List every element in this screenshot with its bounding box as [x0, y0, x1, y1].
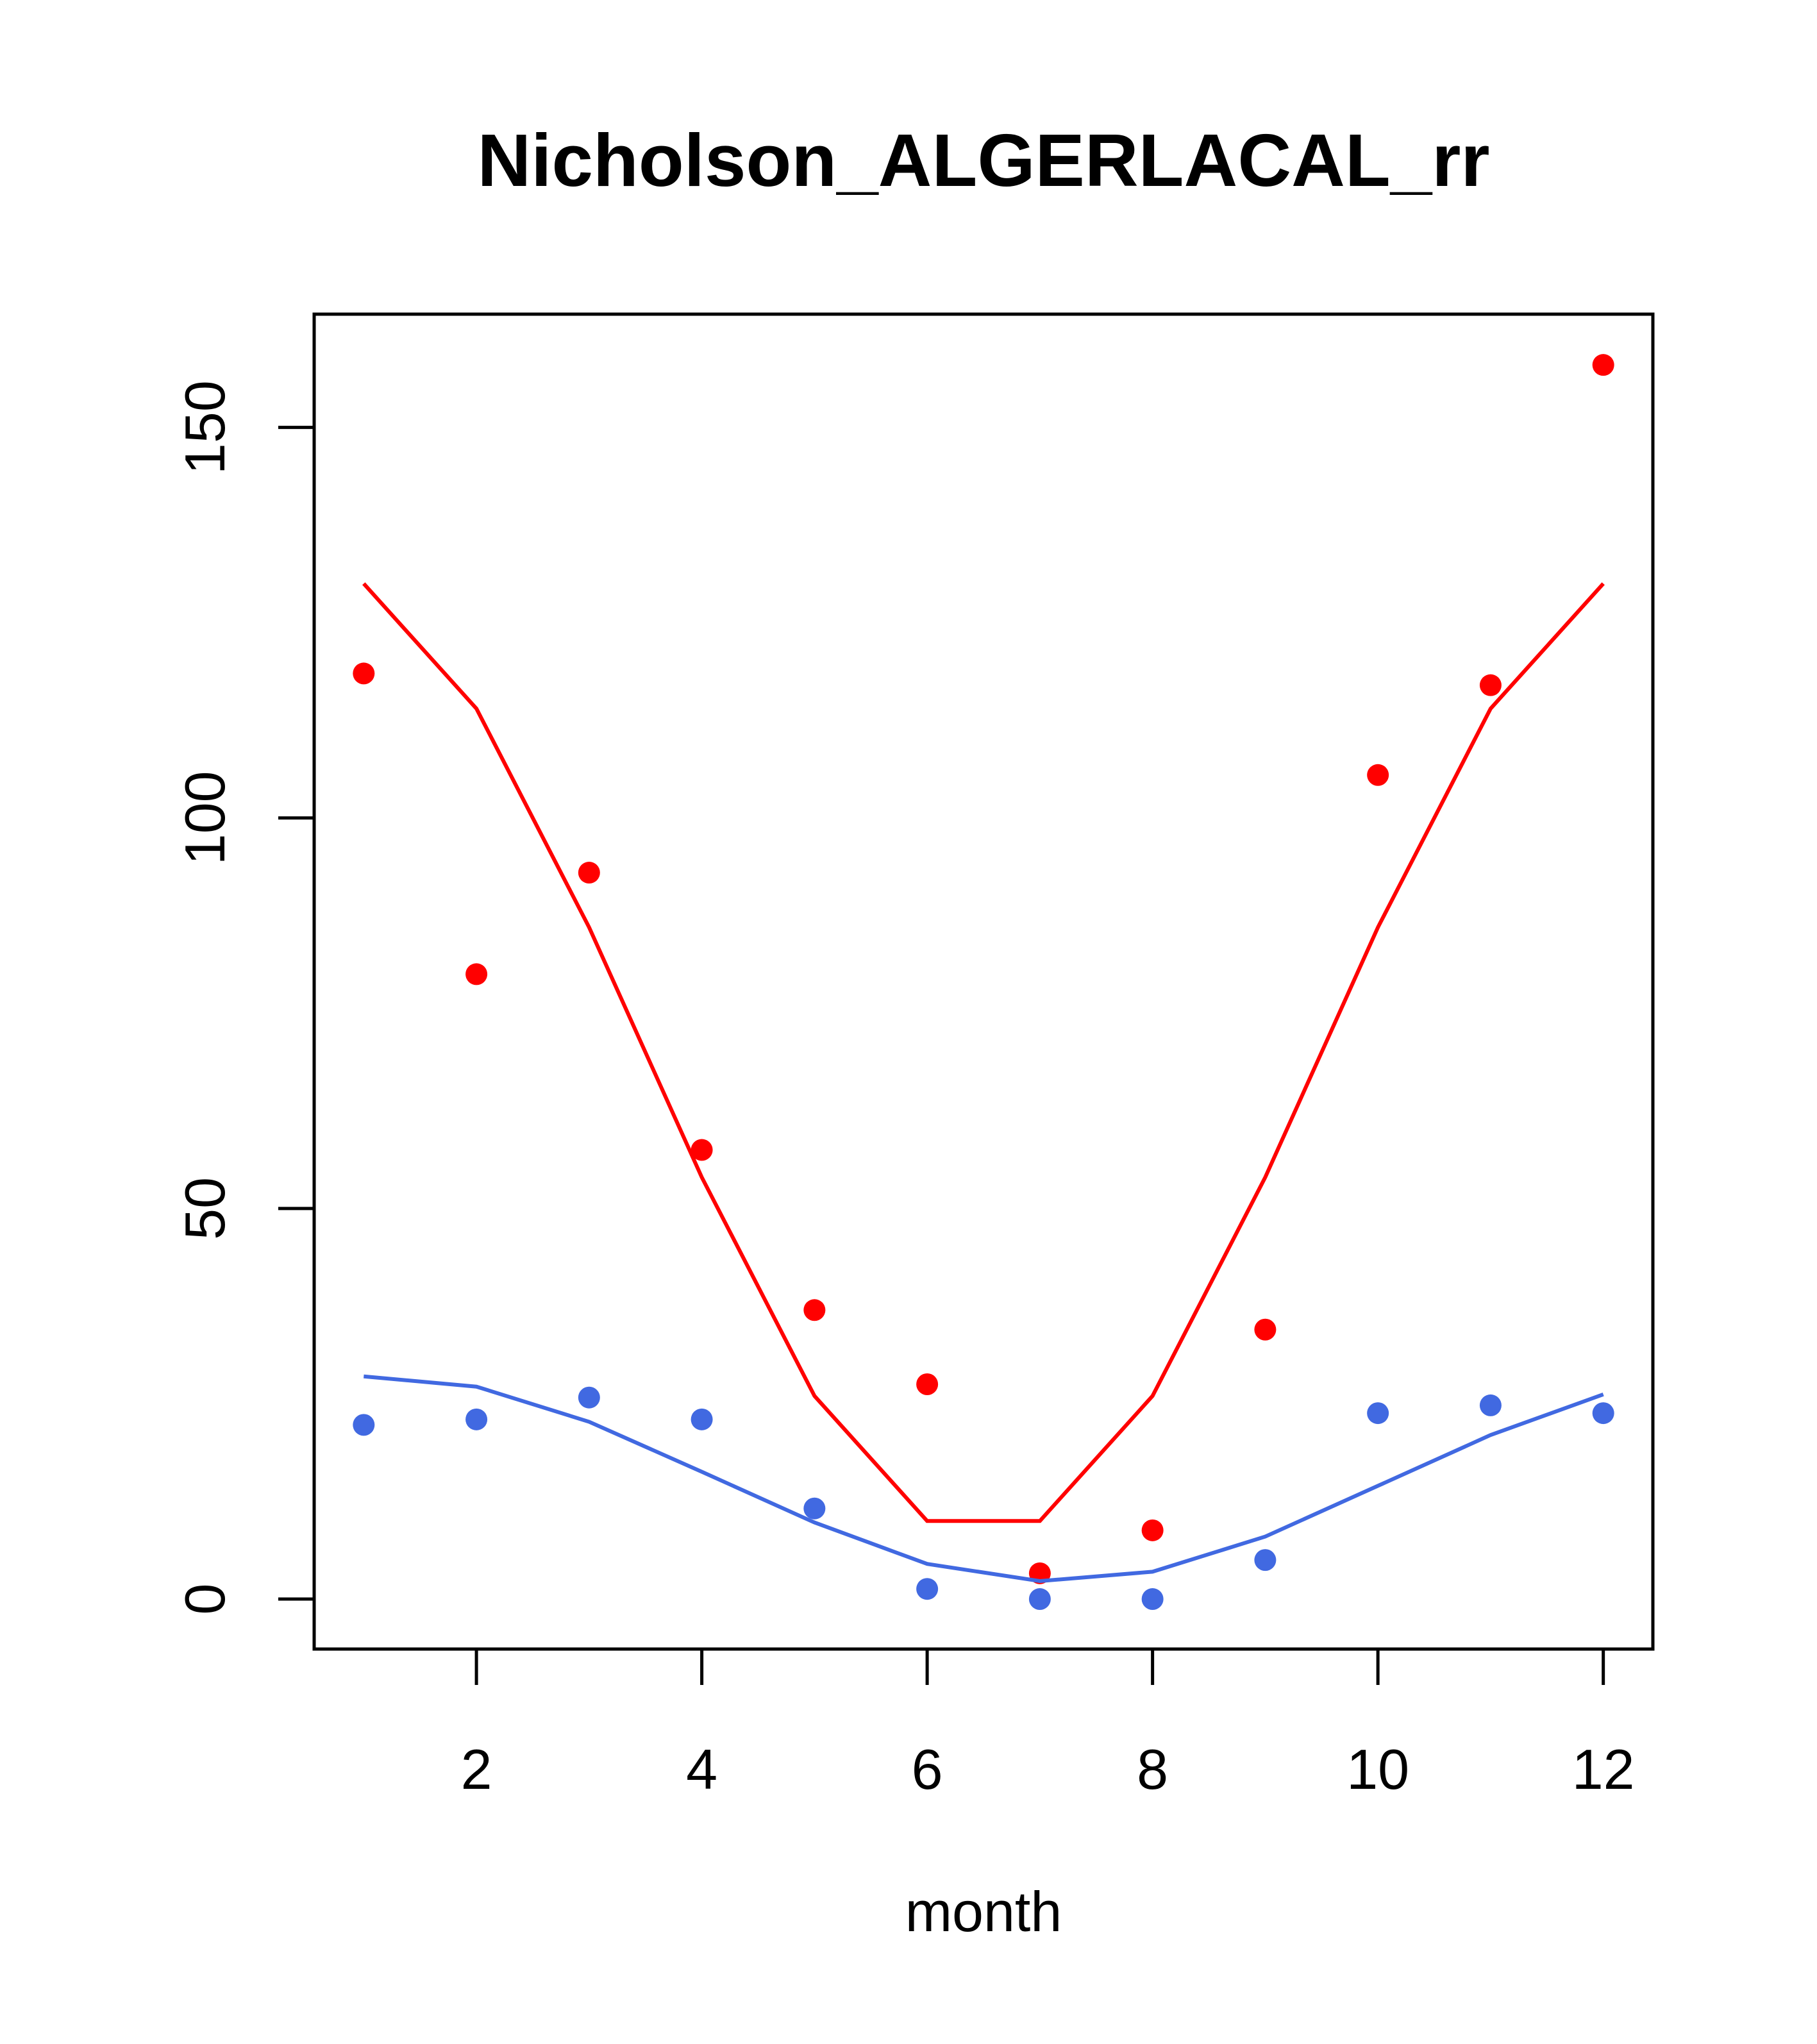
- series-1-point-4: [691, 1139, 713, 1161]
- series-1-point-3: [578, 862, 600, 884]
- plot-frame: [312, 312, 1655, 1651]
- y-tick-label-150: 150: [173, 380, 237, 474]
- plot-area: [312, 312, 1655, 1651]
- series-1-point-5: [803, 1299, 826, 1321]
- series-1-point-6: [916, 1373, 939, 1396]
- x-axis-label: month: [905, 1880, 1062, 1943]
- series-2-point-8: [1141, 1588, 1164, 1611]
- series-1-point-9: [1254, 1318, 1277, 1341]
- chart-title: Nicholson_ALGERLACAL_rr: [477, 119, 1489, 202]
- series-1-point-10: [1367, 764, 1389, 786]
- x-tick-label-2: 2: [461, 1738, 492, 1801]
- series-1-line: [362, 582, 1605, 1523]
- series-1-point-8: [1141, 1519, 1164, 1541]
- x-tick-label-8: 8: [1137, 1738, 1168, 1801]
- series-2-point-1: [353, 1414, 375, 1436]
- series-2-line: [364, 1374, 1604, 1584]
- series-1-point-2: [465, 963, 488, 985]
- x-tick-label-10: 10: [1346, 1738, 1409, 1801]
- series-2-point-11: [1479, 1394, 1502, 1416]
- series-2-point-6: [916, 1578, 939, 1600]
- series-2-point-12: [1592, 1402, 1614, 1425]
- series-1-point-11: [1479, 674, 1502, 696]
- y-axis: 0 50 100 150: [173, 380, 314, 1615]
- series-2-point-5: [803, 1497, 826, 1520]
- x-tick-label-6: 6: [912, 1738, 943, 1801]
- series-2-point-3: [578, 1386, 600, 1409]
- series-1-point-12: [1592, 354, 1614, 376]
- series-2-point-10: [1367, 1402, 1389, 1425]
- series-1-point-1: [353, 662, 375, 685]
- series-2-point-9: [1254, 1549, 1277, 1571]
- y-tick-label-100: 100: [173, 771, 237, 865]
- y-tick-label-0: 0: [173, 1584, 237, 1615]
- x-tick-label-4: 4: [686, 1738, 717, 1801]
- y-tick-label-50: 50: [173, 1177, 237, 1240]
- x-axis: 2 4 6 8 10 12: [461, 1649, 1635, 1801]
- x-tick-label-12: 12: [1572, 1738, 1635, 1801]
- series-2-point-7: [1028, 1588, 1051, 1611]
- series-2-point-4: [691, 1408, 713, 1430]
- series-2-point-2: [465, 1408, 488, 1430]
